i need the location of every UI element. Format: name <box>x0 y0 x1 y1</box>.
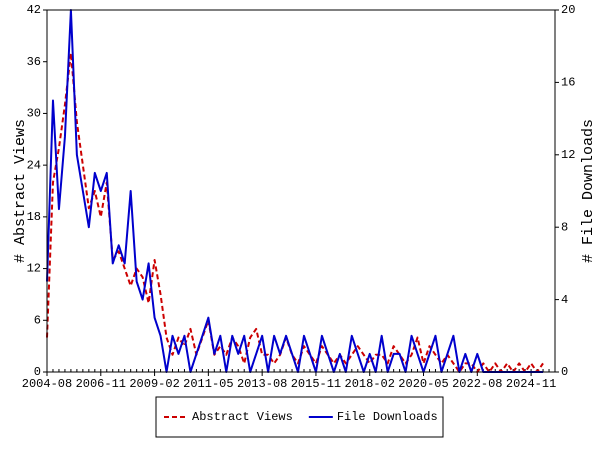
x-tick-label: 2004-08 <box>22 377 72 391</box>
x-tick-label: 2011-05 <box>183 377 233 391</box>
y-tick-label: 24 <box>27 158 41 172</box>
x-tick-label: 2015-11 <box>291 377 341 391</box>
y2-tick-label: 20 <box>561 3 575 17</box>
x-tick-label: 2018-02 <box>345 377 395 391</box>
x-tick-label: 2006-11 <box>76 377 126 391</box>
y2-tick-label: 16 <box>561 76 575 90</box>
legend-label: File Downloads <box>337 410 438 424</box>
series-line <box>46 9 544 373</box>
y-tick-label: 18 <box>27 210 41 224</box>
x-tick-label: 2024-11 <box>506 377 556 391</box>
x-tick-label: 2013-08 <box>237 377 287 391</box>
y2-tick-label: 12 <box>561 148 575 162</box>
y-axis-title: # Abstract Views <box>12 119 29 263</box>
y2-tick-label: 4 <box>561 293 568 307</box>
legend-label: Abstract Views <box>192 410 293 424</box>
series-line <box>46 52 544 373</box>
y-tick-label: 36 <box>27 55 41 69</box>
y-tick-label: 12 <box>27 262 41 276</box>
y-tick-label: 0 <box>34 365 41 379</box>
y-tick-label: 6 <box>34 313 41 327</box>
y-tick-label: 42 <box>27 3 41 17</box>
plot-frame <box>46 9 556 373</box>
x-tick-label: 2022-08 <box>452 377 502 391</box>
y-tick-label: 30 <box>27 107 41 121</box>
y2-tick-label: 0 <box>561 365 568 379</box>
y2-axis-title: # File Downloads <box>580 119 597 263</box>
x-tick-label: 2009-02 <box>129 377 179 391</box>
legend-box <box>155 396 444 438</box>
y2-tick-label: 8 <box>561 220 568 234</box>
x-tick-label: 2020-05 <box>398 377 448 391</box>
